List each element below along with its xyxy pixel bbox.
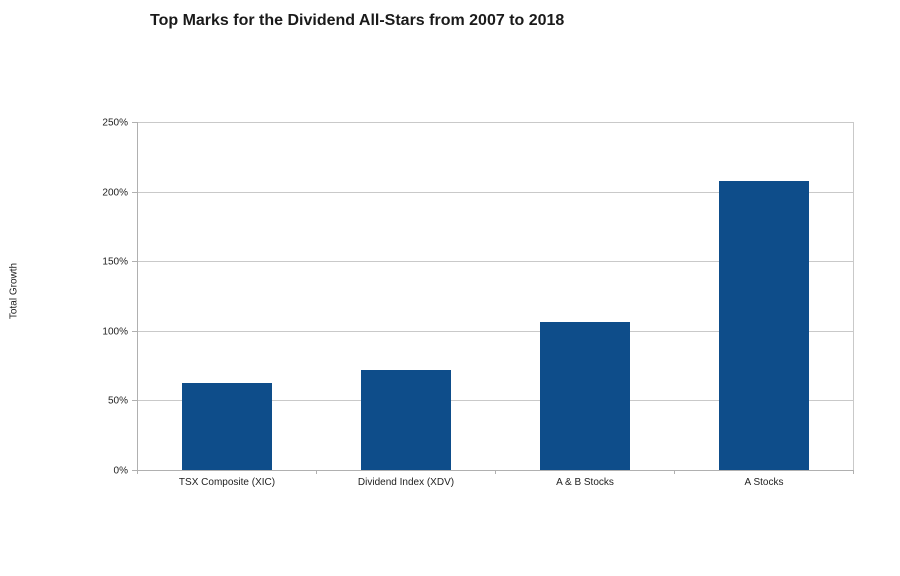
y-axis-line [137, 122, 138, 470]
y-tick-label-200: 200% [102, 187, 128, 199]
y-tick-mark-200 [132, 192, 137, 193]
y-tick-label-100: 100% [102, 326, 128, 338]
bar-a-b-stocks [540, 322, 630, 470]
y-tick-mark-50 [132, 400, 137, 401]
category-label-dividend-index-xdv: Dividend Index (XDV) [357, 477, 455, 488]
bar-tsx-composite-xic [182, 383, 272, 470]
category-label-tsx-composite-xic: TSX Composite (XIC) [178, 477, 276, 488]
x-tick-mark-1 [316, 470, 317, 474]
gridline-250 [137, 122, 853, 123]
x-tick-mark-0 [137, 470, 138, 474]
category-label-a-b-stocks: A & B Stocks [556, 477, 614, 488]
y-tick-mark-150 [132, 261, 137, 262]
gridline-100 [137, 331, 853, 332]
bar-a-stocks [719, 181, 809, 470]
y-tick-mark-100 [132, 331, 137, 332]
bar-dividend-index-xdv [361, 370, 451, 470]
gridline-50 [137, 400, 853, 401]
category-label-a-stocks: A Stocks [744, 477, 784, 488]
y-tick-label-0: 0% [113, 465, 128, 477]
gridline-150 [137, 261, 853, 262]
plot-right-border [853, 122, 854, 470]
gridline-200 [137, 192, 853, 193]
x-tick-mark-4 [853, 470, 854, 474]
x-tick-mark-2 [495, 470, 496, 474]
chart-title: Top Marks for the Dividend All-Stars fro… [150, 12, 565, 29]
y-tick-label-50: 50% [107, 395, 128, 407]
y-tick-mark-250 [132, 122, 137, 123]
y-tick-label-250: 250% [102, 117, 128, 129]
y-axis-title-text: Total Growth [8, 262, 20, 320]
y-tick-mark-0 [132, 470, 137, 471]
x-tick-mark-3 [674, 470, 675, 474]
y-tick-label-150: 150% [102, 256, 128, 268]
